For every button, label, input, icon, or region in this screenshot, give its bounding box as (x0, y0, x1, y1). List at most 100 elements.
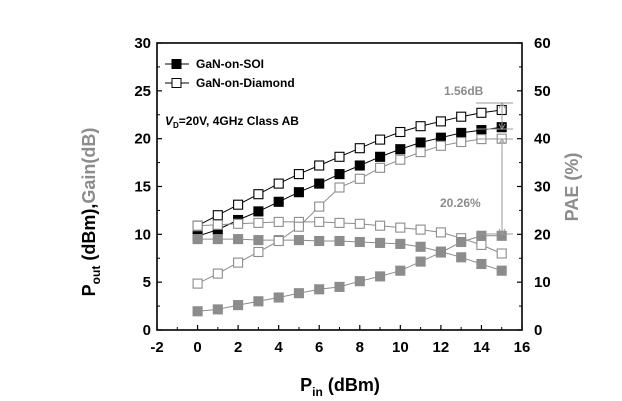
data-point-gan-on-soi-pae (233, 300, 244, 311)
data-point-gan-on-diamond-pae (314, 201, 325, 212)
y-left-tick-label: 30 (134, 35, 151, 52)
series-line-gan-on-diamond-pout (197, 109, 502, 227)
data-point-gan-on-diamond-pout (273, 178, 284, 189)
legend: GaN-on-SOI GaN-on-Diamond (165, 57, 295, 90)
data-point-gan-on-soi-gain (395, 238, 406, 249)
data-point-gan-on-soi-gain (354, 236, 365, 248)
y-left-tick-label: 15 (134, 179, 151, 196)
data-point-gan-on-diamond-pae (415, 147, 426, 158)
x-tick-label: -2 (150, 339, 163, 356)
data-point-gan-on-soi-pae (253, 296, 264, 307)
gain-delta-label: 1.56dB (444, 84, 484, 98)
data-point-gan-on-soi-gain (334, 235, 345, 247)
data-point-gan-on-soi-pae (273, 292, 284, 303)
data-point-gan-on-soi-pout (456, 127, 467, 138)
x-tick-label: 14 (473, 339, 490, 356)
data-point-gan-on-soi-gain (314, 235, 325, 247)
series-line-gan-on-soi-gain (197, 238, 502, 272)
x-title-sub: in (312, 385, 323, 399)
x-tick-label: 8 (356, 339, 364, 356)
x-tick-label: 12 (433, 339, 450, 356)
data-point-gan-on-soi-pae (293, 288, 304, 299)
data-point-gan-on-diamond-gain (395, 222, 406, 233)
data-point-gan-on-diamond-pout (435, 116, 446, 127)
data-point-gan-on-diamond-pae (233, 257, 244, 268)
data-point-gan-on-diamond-pae (212, 268, 223, 279)
data-point-gan-on-soi-gain (192, 234, 203, 245)
data-point-gan-on-diamond-pae (395, 154, 406, 165)
data-point-gan-on-soi-pae (334, 281, 345, 292)
legend-label-soi: GaN-on-SOI (196, 57, 264, 71)
data-point-gan-on-soi-pae (395, 265, 406, 276)
data-point-gan-on-diamond-pout (253, 189, 264, 200)
x-tick-label: 2 (234, 339, 242, 356)
y-left-axis-title: Pout (dBm),Gain(dB) (79, 128, 103, 297)
y-right-tick-label: 60 (534, 35, 551, 52)
x-tick-label: 6 (315, 339, 323, 356)
data-point-gan-on-soi-gain (456, 252, 467, 263)
data-point-gan-on-soi-gain (375, 237, 386, 248)
data-point-gan-on-soi-pae (354, 276, 365, 287)
data-point-gan-on-soi-pout (476, 125, 487, 136)
data-point-gan-on-diamond-pout (314, 160, 325, 171)
data-point-gan-on-diamond-gain (354, 218, 365, 229)
data-point-gan-on-diamond-gain (375, 220, 386, 231)
condition-rest: =20V, 4GHz Class AB (179, 114, 300, 128)
data-point-gan-on-soi-gain (293, 235, 304, 246)
y-right-tick-label: 10 (534, 274, 551, 291)
data-point-gan-on-soi-pae (476, 230, 487, 241)
x-title-rest: (dBm) (323, 375, 380, 395)
x-tick-label: 0 (193, 339, 201, 356)
data-point-gan-on-diamond-gain (415, 224, 426, 235)
data-point-gan-on-diamond-pout (476, 107, 487, 118)
data-point-gan-on-diamond-gain (334, 217, 345, 228)
data-point-gan-on-soi-pae (192, 306, 203, 317)
data-point-gan-on-soi-pout (253, 206, 264, 217)
data-point-gan-on-diamond-pae (192, 278, 203, 289)
data-point-gan-on-soi-gain (253, 235, 264, 246)
condition-sub: D (173, 121, 179, 130)
data-point-gan-on-diamond-pae (273, 235, 284, 247)
data-point-gan-on-soi-pae (375, 271, 386, 282)
data-point-gan-on-diamond-pout (233, 199, 244, 210)
x-title-main: P (300, 375, 312, 395)
y-right-axis-title: PAE (%) (562, 153, 582, 222)
data-point-gan-on-soi-gain (233, 234, 244, 245)
data-point-gan-on-diamond-pae (456, 136, 467, 148)
data-point-gan-on-soi-pout (375, 151, 386, 162)
pae-delta-arrowheads (498, 138, 506, 235)
data-point-gan-on-diamond-gain (496, 248, 507, 259)
data-point-gan-on-diamond-pout (395, 126, 406, 138)
data-point-gan-on-diamond-pae (253, 246, 264, 258)
data-point-gan-on-soi-pae (314, 284, 325, 295)
x-tick-label: 4 (274, 339, 283, 356)
data-point-gan-on-diamond-pout (415, 121, 426, 132)
data-point-gan-on-diamond-pout (293, 169, 304, 180)
data-point-gan-on-soi-gain (415, 241, 426, 252)
y-left-tick-label: 10 (134, 226, 151, 243)
series-line-gan-on-diamond-pae (197, 138, 502, 285)
y-right-tick-label: 30 (534, 179, 551, 196)
data-point-gan-on-soi-pout (293, 187, 304, 198)
gain-delta-arrowheads (498, 102, 506, 130)
data-point-gan-on-soi-gain (476, 258, 487, 270)
data-point-gan-on-diamond-pae (334, 182, 345, 193)
legend-marker-diamond (171, 78, 182, 88)
data-point-gan-on-diamond-pout (375, 134, 386, 145)
y-right-title-text: PAE (%) (562, 153, 582, 222)
pae-delta-annotation: 20.26% (440, 138, 513, 235)
data-point-gan-on-diamond-gain (233, 218, 244, 229)
data-point-gan-on-diamond-gain (212, 219, 223, 230)
pae-delta-label: 20.26% (440, 196, 481, 210)
data-point-gan-on-soi-gain (212, 234, 223, 245)
y-right-tick-label: 50 (534, 83, 551, 100)
data-point-gan-on-diamond-pout (212, 210, 223, 221)
data-point-gan-on-diamond-pae (293, 221, 304, 232)
y-right-tick-label: 0 (534, 322, 542, 339)
data-point-gan-on-diamond-gain (192, 220, 203, 231)
series-line-gan-on-diamond-gain (197, 221, 502, 254)
x-tick-label: 10 (392, 339, 409, 356)
data-point-gan-on-soi-pout (395, 144, 406, 155)
data-point-gan-on-diamond-pae (375, 162, 386, 173)
